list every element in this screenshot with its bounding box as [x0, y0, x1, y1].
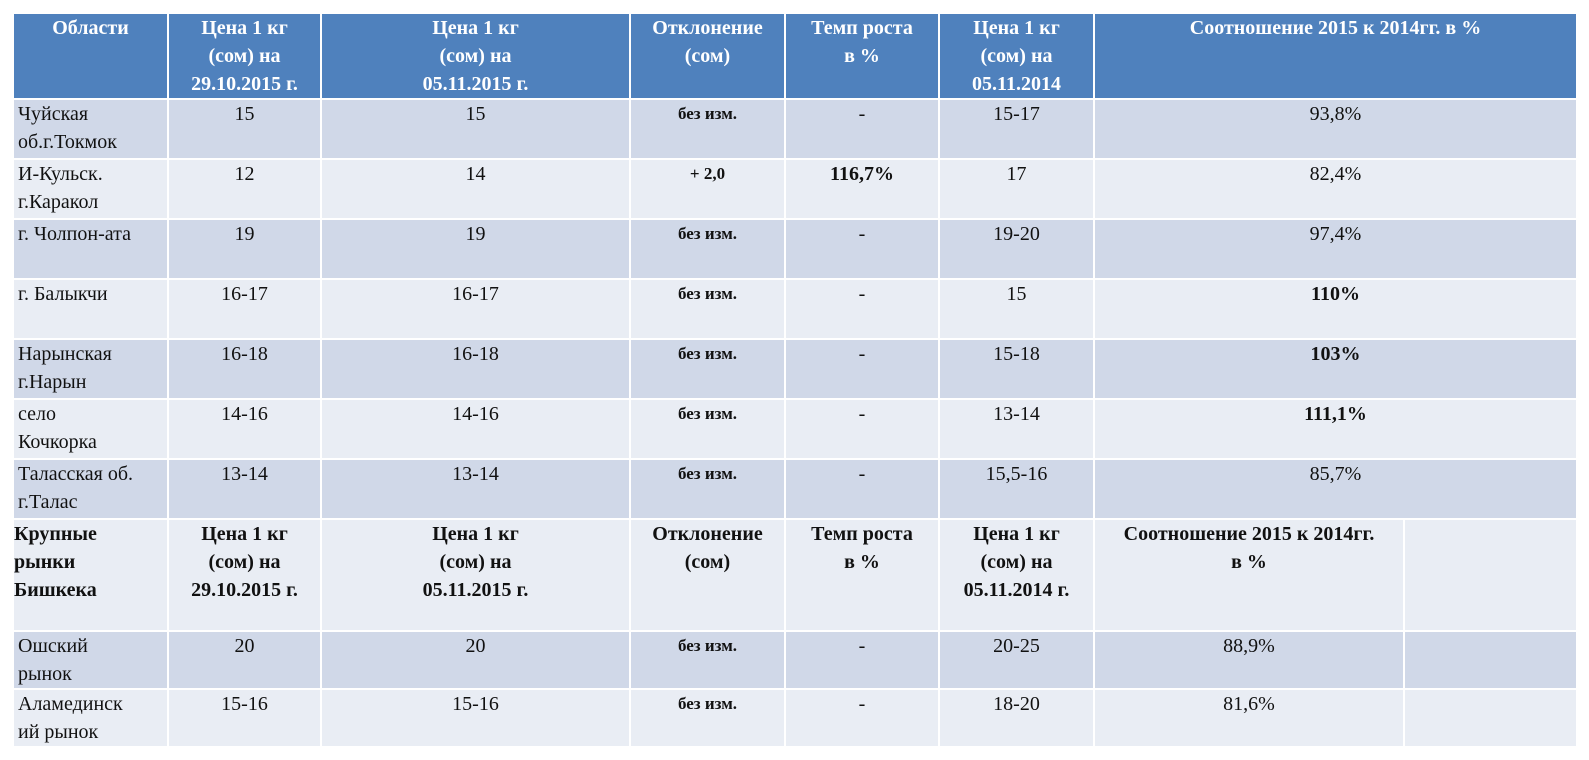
price-0511-cell: 15 — [320, 98, 631, 160]
deviation-cell: без изм. — [629, 278, 786, 340]
empty-cell — [1402, 688, 1579, 748]
table-row: Ошский рынок 20 20 без изм. - 20-25 88,9% — [12, 630, 1579, 690]
price-2014-cell: 13-14 — [938, 398, 1095, 460]
header-regions: Области — [12, 12, 169, 100]
price-2014-cell: 15-18 — [938, 338, 1095, 400]
price-2014-cell: 17 — [938, 158, 1095, 220]
ratio-cell: 85,7% — [1092, 458, 1579, 520]
header-ratio: Соотношение 2015 к 2014гг. в % — [1092, 12, 1579, 100]
subheader-deviation: Отклонение (сом) — [629, 518, 786, 632]
deviation-cell: без изм. — [629, 98, 786, 160]
region-name: Нарынская г.Нарын — [12, 338, 169, 400]
price-2910-cell: 13-14 — [167, 458, 322, 520]
price-2014-cell: 20-25 — [938, 630, 1095, 690]
growth-cell: - — [784, 458, 940, 520]
subheader-price-2910: Цена 1 кг (сом) на 29.10.2015 г. — [167, 518, 322, 632]
deviation-cell: без изм. — [629, 688, 786, 748]
ratio-cell: 93,8% — [1092, 98, 1579, 160]
price-0511-cell: 16-18 — [320, 338, 631, 400]
growth-cell: - — [784, 98, 940, 160]
table-row: Таласская об. г.Талас 13-14 13-14 без изм… — [12, 458, 1579, 520]
ratio-cell: 82,4% — [1092, 158, 1579, 220]
ratio-cell: 88,9% — [1093, 630, 1405, 690]
region-name: Чуйская об.г.Токмок — [12, 98, 169, 160]
deviation-cell: без изм. — [629, 630, 786, 690]
growth-cell: - — [784, 338, 940, 400]
price-0511-cell: 14-16 — [320, 398, 631, 460]
growth-cell: - — [784, 218, 940, 280]
ratio-cell: 111,1% — [1092, 398, 1579, 460]
growth-cell: 116,7% — [784, 158, 940, 220]
subheader-ratio: Соотношение 2015 к 2014гг. в % — [1093, 518, 1405, 632]
growth-cell: - — [784, 630, 940, 690]
price-2910-cell: 12 — [167, 158, 322, 220]
region-name: село Кочкорка — [12, 398, 169, 460]
header-deviation: Отклонение (сом) — [629, 12, 786, 100]
region-name: г. Чолпон-ата — [12, 218, 169, 280]
market-name: Аламединск ий рынок — [12, 688, 169, 748]
price-2014-cell: 15,5-16 — [938, 458, 1095, 520]
ratio-cell: 110% — [1092, 278, 1579, 340]
region-name: И-Кульск. г.Каракол — [12, 158, 169, 220]
header-growth: Темп роста в % — [784, 12, 940, 100]
price-2014-cell: 19-20 — [938, 218, 1095, 280]
header-price-0511: Цена 1 кг (сом) на 05.11.2015 г. — [320, 12, 631, 100]
market-name: Ошский рынок — [12, 630, 169, 690]
deviation-cell: без изм. — [629, 218, 786, 280]
price-0511-cell: 20 — [320, 630, 631, 690]
table-row: Чуйская об.г.Токмок 15 15 без изм. - 15-1… — [12, 98, 1579, 160]
subheader-price-2014: Цена 1 кг (сом) на 05.11.2014 г. — [938, 518, 1095, 632]
header-price-2910: Цена 1 кг (сом) на 29.10.2015 г. — [167, 12, 322, 100]
header-price-2014: Цена 1 кг (сом) на 05.11.2014 — [938, 12, 1095, 100]
price-0511-cell: 13-14 — [320, 458, 631, 520]
subheader-empty — [1402, 518, 1579, 632]
subheader-markets: Крупные рынки Бишкека — [12, 518, 169, 632]
table-row: И-Кульск. г.Каракол 12 14 + 2,0 116,7% 17… — [12, 158, 1579, 220]
header-row: Области Цена 1 кг (сом) на 29.10.2015 г. Ц… — [12, 12, 1579, 100]
ratio-cell: 97,4% — [1092, 218, 1579, 280]
table-row: Аламединск ий рынок 15-16 15-16 без изм. … — [12, 688, 1579, 748]
deviation-cell: без изм. — [629, 398, 786, 460]
price-table: Области Цена 1 кг (сом) на 29.10.2015 г. Ц… — [12, 12, 1579, 748]
table-row: г. Чолпон-ата 19 19 без изм. - 19-20 97,… — [12, 218, 1579, 280]
ratio-cell: 81,6% — [1093, 688, 1405, 748]
region-name: Таласская об. г.Талас — [12, 458, 169, 520]
ratio-cell: 103% — [1092, 338, 1579, 400]
price-0511-cell: 19 — [320, 218, 631, 280]
price-2910-cell: 20 — [167, 630, 322, 690]
price-2910-cell: 19 — [167, 218, 322, 280]
price-2910-cell: 16-17 — [167, 278, 322, 340]
table-row: село Кочкорка 14-16 14-16 без изм. - 13-1… — [12, 398, 1579, 460]
price-2910-cell: 15 — [167, 98, 322, 160]
price-0511-cell: 16-17 — [320, 278, 631, 340]
subheader-price-0511: Цена 1 кг (сом) на 05.11.2015 г. — [320, 518, 631, 632]
table-row: г. Балыкчи 16-17 16-17 без изм. - 15 110… — [12, 278, 1579, 340]
growth-cell: - — [784, 278, 940, 340]
subheader-row: Крупные рынки Бишкека Цена 1 кг (сом) на 29.… — [12, 518, 1579, 632]
deviation-cell: без изм. — [629, 458, 786, 520]
price-2910-cell: 16-18 — [167, 338, 322, 400]
growth-cell: - — [784, 688, 940, 748]
price-0511-cell: 15-16 — [320, 688, 631, 748]
region-name: г. Балыкчи — [12, 278, 169, 340]
price-2014-cell: 18-20 — [938, 688, 1095, 748]
subheader-growth: Темп роста в % — [784, 518, 940, 632]
price-2910-cell: 15-16 — [167, 688, 322, 748]
deviation-cell: + 2,0 — [629, 158, 786, 220]
table-row: Нарынская г.Нарын 16-18 16-18 без изм. - … — [12, 338, 1579, 400]
price-2014-cell: 15-17 — [938, 98, 1095, 160]
empty-cell — [1402, 630, 1579, 690]
price-0511-cell: 14 — [320, 158, 631, 220]
price-2014-cell: 15 — [938, 278, 1095, 340]
price-2910-cell: 14-16 — [167, 398, 322, 460]
growth-cell: - — [784, 398, 940, 460]
deviation-cell: без изм. — [629, 338, 786, 400]
